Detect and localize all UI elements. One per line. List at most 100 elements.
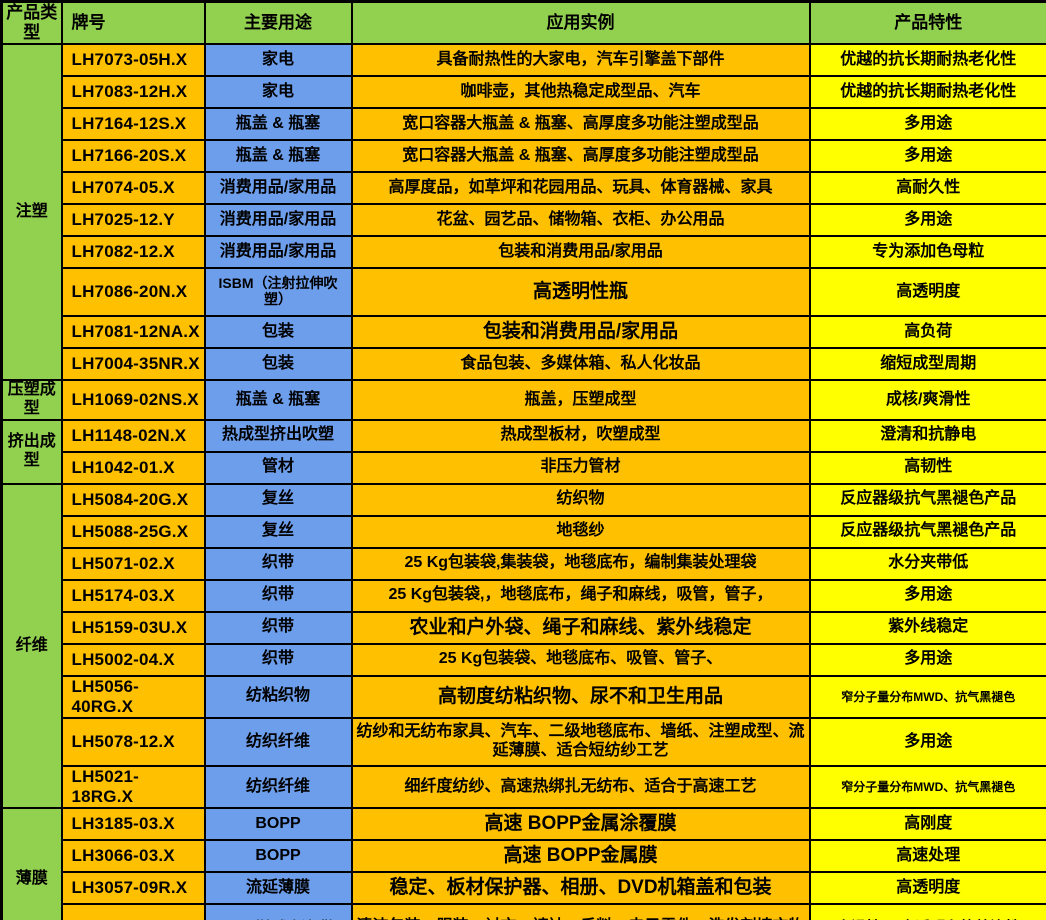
table-row: LH7083-12H.X 家电 咖啡壶，其他热稳定成型品、汽车 优越的抗长期耐热老化性 xyxy=(2,75,1046,110)
application-cell: 清洁包装、服装、衬衣、裤袜、香料、电子零件、洗发剂填充物 xyxy=(350,903,811,920)
grade-cell: LH5084-20G.X xyxy=(60,482,206,517)
table-row: LH5159-03U.X 织带 农业和户外袋、绳子和麻线、紫外线稳定 紫外线稳定 xyxy=(2,610,1046,645)
main-use-cell: 瓶盖 & 瓶塞 xyxy=(203,379,353,421)
feature-cell: 多用途 xyxy=(808,203,1046,238)
main-use-cell: ISBM（注射拉伸吹塑） xyxy=(203,267,353,318)
feature-cell: 高负荷 xyxy=(808,315,1046,350)
grade-cell: LH5071-02.X xyxy=(60,546,206,581)
feature-cell: 澄清和抗静电 xyxy=(808,418,1046,453)
grade-cell: LH3066-03.X xyxy=(60,839,206,874)
application-cell: 农业和户外袋、绳子和麻线、紫外线稳定 xyxy=(350,610,811,645)
table-row: 纤维 LH5084-20G.X 复丝 纺织物 反应器级抗气黑褪色产品 xyxy=(0,482,1046,810)
application-cell: 包装和消费用品/家用品 xyxy=(350,235,811,270)
feature-cell: 紫外线稳定 xyxy=(808,610,1046,645)
application-cell: 宽口容器大瓶盖 & 瓶塞、高厚度多功能注塑成型品 xyxy=(350,139,811,174)
application-cell: 地毯纱 xyxy=(350,514,811,549)
application-cell: 花盆、园艺品、储物箱、衣柜、办公用品 xyxy=(350,203,811,238)
table-row: LH1042-01.X 管材 非压力管材 高韧性 xyxy=(2,450,1046,485)
grade-cell: LH7164-12S.X xyxy=(60,107,206,142)
application-cell: 高厚度品，如草坪和花园用品、玩具、体育器械、家具 xyxy=(350,171,811,206)
table-row: LH7086-20N.X ISBM（注射拉伸吹塑） 高透明性瓶 高透明度 xyxy=(2,267,1046,318)
grade-cell: LH1069-02NS.X xyxy=(60,379,206,421)
feature-cell: 高透明度 xyxy=(808,267,1046,318)
feature-cell: 多用途 xyxy=(808,578,1046,613)
main-use-cell: 包装 xyxy=(203,347,353,382)
feature-cell: 多用途 xyxy=(808,107,1046,142)
main-use-cell: 织带 xyxy=(203,578,353,613)
grade-cell: LH7166-20S.X xyxy=(60,139,206,174)
grade-cell: LH5021-18RG.X xyxy=(60,764,206,810)
feature-cell: 反应器级抗气黑褪色产品 xyxy=(808,482,1046,517)
grade-cell: LH5088-25G.X xyxy=(60,514,206,549)
application-cell: 稳定、板材保护器、相册、DVD机箱盖和包装 xyxy=(350,871,811,906)
main-use-cell: 纺织纤维 xyxy=(203,716,353,767)
table-row: LH5174-03.X 织带 25 Kg包装袋,，地毯底布，绳子和麻线，吸管，管子，… xyxy=(2,578,1046,613)
application-cell: 纺织物 xyxy=(350,482,811,517)
grade-cell: LH7073-05H.X xyxy=(60,43,206,78)
application-cell: 细纤度纺纱、高速热绑扎无纺布、适合于高速工艺 xyxy=(350,764,811,810)
feature-cell: 成核/爽滑性 xyxy=(808,379,1046,421)
main-use-cell: 织带 xyxy=(203,642,353,677)
grade-cell: LH7083-12H.X xyxy=(60,75,206,110)
feature-cell: 窄分子量分布MWD、抗气黑褪色 xyxy=(808,764,1046,810)
feature-cell: 高韧性 xyxy=(808,450,1046,485)
header-main-use: 主要用途 xyxy=(203,0,353,46)
table-row: LH7025-12.Y 消费用品/家用品 花盆、园艺品、储物箱、衣柜、办公用品 多用途 xyxy=(2,203,1046,238)
table-row: 挤出成型 LH1148-02N.X 热成型挤出吹塑 热成型板材，吹塑成型 澄清和抗静电 xyxy=(0,418,1046,485)
product-type-cell: 纤维 xyxy=(0,482,63,810)
application-cell: 食品包装、多媒体箱、私人化妆品 xyxy=(350,347,811,382)
grade-cell: LH7082-12.X xyxy=(60,235,206,270)
main-use-cell: 纺织纤维 xyxy=(203,764,353,810)
application-cell: 高速 BOPP金属膜 xyxy=(350,839,811,874)
application-cell: 纺纱和无纺布家具、汽车、二级地毯底布、墙纸、注塑成型、流延薄膜、适合短纺纱工艺 xyxy=(350,716,811,767)
application-cell: 宽口容器大瓶盖 & 瓶塞、高厚度多功能注塑成型品 xyxy=(350,107,811,142)
application-cell: 25 Kg包装袋,集装袋，地毯底布，编制集装处理袋 xyxy=(350,546,811,581)
grade-cell: LH1042-01.X xyxy=(60,450,206,485)
main-use-cell: 纺粘织物 xyxy=(203,674,353,719)
grade-cell: LH3080-10SB.X xyxy=(60,903,206,920)
grade-cell: LH3185-03.X xyxy=(60,807,206,842)
table-row: LH7074-05.X 消费用品/家用品 高厚度品，如草坪和花园用品、玩具、体育器械… xyxy=(2,171,1046,206)
grade-cell: LH7025-12.Y xyxy=(60,203,206,238)
main-use-cell: 瓶盖 & 瓶塞 xyxy=(203,107,353,142)
table-row: LH5071-02.X 织带 25 Kg包装袋,集装袋，地毯底布，编制集装处理袋 水分… xyxy=(2,546,1046,581)
grade-cell: LH7074-05.X xyxy=(60,171,206,206)
feature-cell: 优越的抗长期耐热老化性 xyxy=(808,43,1046,78)
main-use-cell: 复丝 xyxy=(203,514,353,549)
main-use-cell: 织带 xyxy=(203,610,353,645)
grade-cell: LH7004-35NR.X xyxy=(60,347,206,382)
application-cell: 具备耐热性的大家电，汽车引擎盖下部件 xyxy=(350,43,811,78)
table-row: LH5088-25G.X 复丝 地毯纱 反应器级抗气黑褪色产品 xyxy=(2,514,1046,549)
feature-cell: 水分夹带低 xyxy=(808,546,1046,581)
product-type-cell: 薄膜 xyxy=(0,807,63,920)
feature-cell: 爽滑性 & 高透明和抗粘连性 xyxy=(808,903,1046,920)
main-use-cell: 瓶盖 & 瓶塞 xyxy=(203,139,353,174)
feature-cell: 缩短成型周期 xyxy=(808,347,1046,382)
application-cell: 高速 BOPP金属涂覆膜 xyxy=(350,807,811,842)
main-use-cell: 包装 xyxy=(203,315,353,350)
grade-cell: LH1148-02N.X xyxy=(60,418,206,453)
main-use-cell: 消费用品/家用品 xyxy=(203,203,353,238)
product-type-cell: 压塑成型 xyxy=(0,379,63,421)
table-row: LH7004-35NR.X 包装 食品包装、多媒体箱、私人化妆品 缩短成型周期 xyxy=(2,347,1046,382)
table-row: LH5056-40RG.X 纺粘织物 高韧度纺粘织物、尿不和卫生用品 窄分子量分布MW… xyxy=(2,674,1046,719)
main-use-cell: 消费用品/家用品 xyxy=(203,171,353,206)
application-cell: 热成型板材，吹塑成型 xyxy=(350,418,811,453)
main-use-cell: 织带 xyxy=(203,546,353,581)
main-use-cell: 消费用品/家用品 xyxy=(203,235,353,270)
product-type-cell: 挤出成型 xyxy=(0,418,63,485)
feature-cell: 高刚度 xyxy=(808,807,1046,842)
main-use-cell: 家电 xyxy=(203,43,353,78)
application-cell: 瓶盖，压塑成型 xyxy=(350,379,811,421)
main-use-cell: 家电 xyxy=(203,75,353,110)
header-grade: 牌号 xyxy=(60,0,206,46)
feature-cell: 优越的抗长期耐热老化性 xyxy=(808,75,1046,110)
feature-cell: 高透明度 xyxy=(808,871,1046,906)
table-row: LH7081-12NA.X 包装 包装和消费用品/家用品 高负荷 xyxy=(2,315,1046,350)
main-use-cell: 流延薄膜 xyxy=(203,871,353,906)
application-cell: 非压力管材 xyxy=(350,450,811,485)
application-cell: 25 Kg包装袋,，地毯底布，绳子和麻线，吸管，管子， xyxy=(350,578,811,613)
feature-cell: 多用途 xyxy=(808,642,1046,677)
header-application-examples: 应用实例 xyxy=(350,0,811,46)
